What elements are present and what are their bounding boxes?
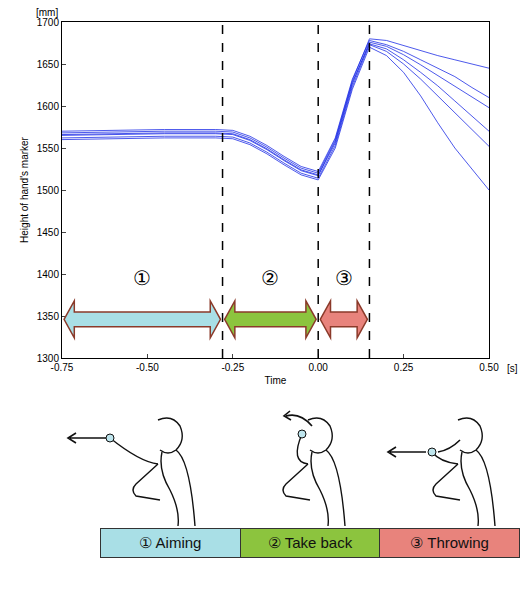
svg-text:-0.25: -0.25 [221, 362, 244, 373]
svg-text:③: ③ [335, 267, 353, 289]
svg-text:Height of hand's marker: Height of hand's marker [19, 136, 30, 243]
svg-text:[s]: [s] [507, 363, 518, 374]
svg-text:1300: 1300 [37, 353, 60, 364]
svg-text:Time: Time [265, 375, 287, 386]
svg-text:0.25: 0.25 [394, 362, 414, 373]
svg-text:1550: 1550 [37, 143, 60, 154]
html-text:② Take back: ② Take back [267, 534, 353, 551]
svg-text:1400: 1400 [37, 269, 60, 280]
svg-text:0.50: 0.50 [479, 362, 499, 373]
svg-text:-0.50: -0.50 [136, 362, 159, 373]
svg-text:1350: 1350 [37, 311, 60, 322]
svg-text:①: ① [133, 267, 151, 289]
svg-text:[mm]: [mm] [36, 7, 58, 18]
svg-text:0.00: 0.00 [308, 362, 328, 373]
svg-text:1650: 1650 [37, 59, 60, 70]
svg-text:②: ② [261, 267, 279, 289]
svg-text:1450: 1450 [37, 227, 60, 238]
html-text:① Aiming: ① Aiming [139, 534, 202, 551]
svg-text:1700: 1700 [37, 17, 60, 28]
html-text:③ Throwing: ③ Throwing [410, 534, 489, 551]
svg-text:-0.75: -0.75 [51, 362, 74, 373]
svg-text:1500: 1500 [37, 185, 60, 196]
svg-text:1600: 1600 [37, 101, 60, 112]
